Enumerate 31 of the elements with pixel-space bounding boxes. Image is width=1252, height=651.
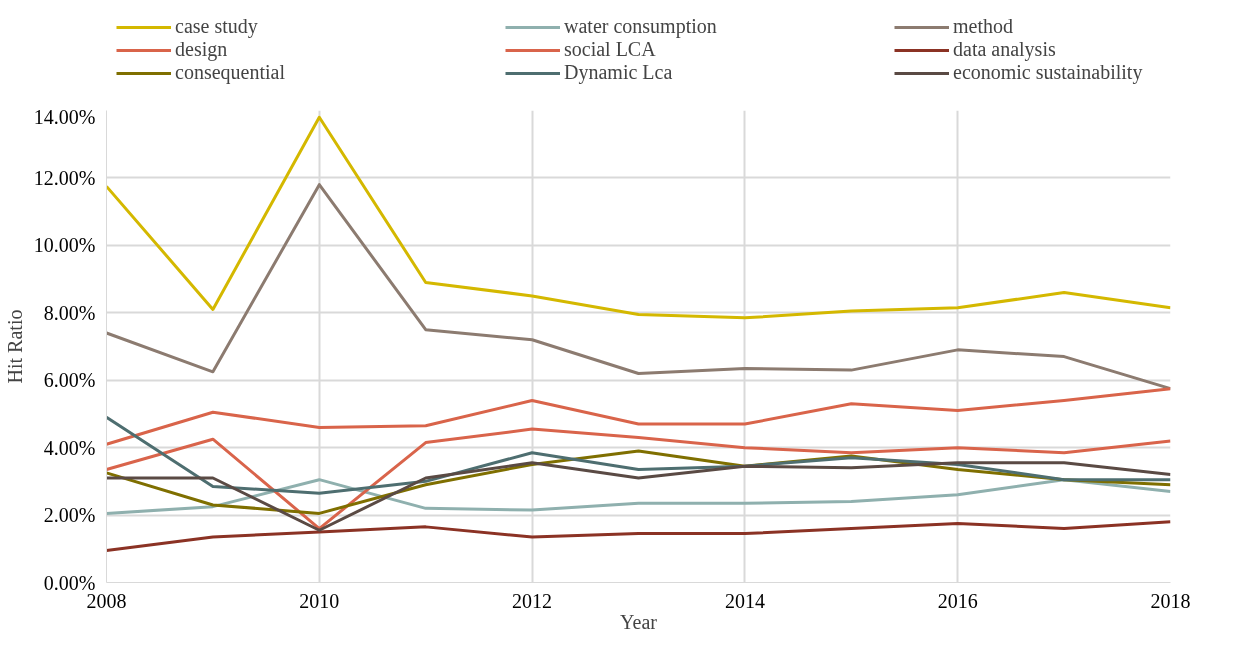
legend-label: economic sustainability xyxy=(953,61,1144,84)
y-tick-label: 14.00% xyxy=(33,105,96,128)
line-series xyxy=(106,461,1171,532)
y-tick-label: 4.00% xyxy=(43,436,96,459)
y-tick-label: 6.00% xyxy=(43,369,96,392)
legend-label: data analysis xyxy=(953,38,1057,61)
line-series xyxy=(106,183,1171,391)
line-series xyxy=(106,415,1171,495)
y-axis-title: Hit Ratio xyxy=(3,309,26,384)
legend-label: case study xyxy=(175,15,259,38)
y-tick-label: 8.00% xyxy=(43,301,96,324)
y-tick-label: 2.00% xyxy=(43,504,96,527)
x-tick-label: 2014 xyxy=(724,589,765,612)
legend-label: social LCA xyxy=(564,38,657,61)
legend-label: consequential xyxy=(175,61,286,84)
legend-label: design xyxy=(175,38,229,61)
legend-label: water consumption xyxy=(564,15,718,38)
legend-label: Dynamic Lca xyxy=(564,61,674,84)
y-tick-label: 10.00% xyxy=(33,234,96,257)
legend-label: method xyxy=(953,15,1014,38)
line-series xyxy=(106,387,1171,446)
line-series xyxy=(106,478,1171,515)
line-series xyxy=(106,427,1171,531)
x-axis-title: Year xyxy=(620,610,658,633)
x-tick-label: 2012 xyxy=(512,589,553,612)
x-tick-label: 2016 xyxy=(937,589,978,612)
x-tick-label: 2010 xyxy=(299,589,340,612)
line-series xyxy=(106,520,1171,552)
y-tick-label: 12.00% xyxy=(33,166,96,189)
line-series xyxy=(106,115,1171,320)
x-tick-label: 2018 xyxy=(1150,589,1191,612)
